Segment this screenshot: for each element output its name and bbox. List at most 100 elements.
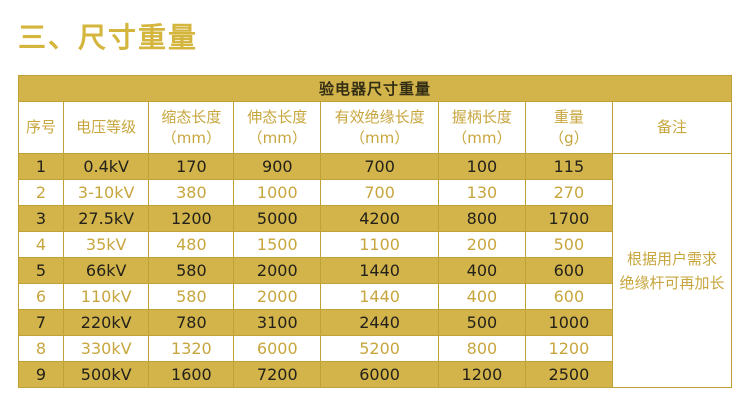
cell-weight: 600 [524,257,613,284]
cell-extended-length: 1500 [233,231,322,258]
cell-extended-length: 2000 [233,283,322,310]
cell-handle-length: 500 [437,309,526,336]
col-header-label: 握柄长度 [451,107,512,126]
cell-insulation-length: 2440 [320,309,439,336]
cell-seq: 4 [18,231,64,258]
cell-seq: 7 [18,309,64,336]
cell-insulation-length: 700 [320,153,439,180]
table-caption-row: 验电器尺寸重量 [18,75,732,102]
cell-weight: 500 [524,231,613,258]
cell-extended-length: 5000 [233,205,322,232]
table-row: 2 3-10kV 380 1000 700 130 270 [18,179,732,206]
cell-seq: 8 [18,335,64,362]
cell-weight: 1200 [524,335,613,362]
col-header-unit: （g） [549,128,589,147]
cell-weight: 1700 [524,205,613,232]
cell-extended-length: 900 [233,153,322,180]
table-row: 7 220kV 780 3100 2440 500 1000 [18,309,732,336]
col-header-insulation-length: 有效绝缘长度 （mm） [320,101,439,154]
cell-seq: 1 [18,153,64,180]
cell-seq: 3 [18,205,64,232]
cell-voltage: 110kV [62,283,150,310]
cell-insulation-length: 1440 [320,257,439,284]
cell-voltage: 3-10kV [62,179,150,206]
cell-extended-length: 6000 [233,335,322,362]
cell-voltage: 27.5kV [62,205,150,232]
cell-extended-length: 3100 [233,309,322,336]
cell-insulation-length: 1440 [320,283,439,310]
col-header-label: 伸态长度 [247,107,308,126]
col-header-seq: 序号 [18,101,64,154]
cell-voltage: 35kV [62,231,150,258]
cell-seq: 5 [18,257,64,284]
table-row: 3 27.5kV 1200 5000 4200 800 1700 [18,205,732,232]
cell-seq: 6 [18,283,64,310]
cell-voltage: 220kV [62,309,150,336]
table-header-row: 序号 电压等级 缩态长度 （mm） 伸态长度 （mm） 有效绝缘长度 （mm） 握柄长… [18,101,733,154]
table-row: 9 500kV 1600 7200 6000 1200 2500 [18,361,732,388]
page-title: 三、尺寸重量 [18,21,199,54]
cell-weight: 115 [524,153,613,180]
col-header-remark: 备注 [611,101,733,154]
col-header-label: 重量 [553,107,584,126]
cell-retracted-length: 580 [148,257,235,284]
cell-handle-length: 130 [437,179,526,206]
cell-insulation-length: 4200 [320,205,439,232]
col-header-label: 备注 [656,118,687,136]
cell-handle-length: 800 [437,335,526,362]
cell-retracted-length: 1320 [148,335,235,362]
cell-insulation-length: 700 [320,179,439,206]
cell-handle-length: 400 [437,283,526,310]
cell-insulation-length: 5200 [320,335,439,362]
cell-retracted-length: 480 [148,231,235,258]
col-header-label: 序号 [25,118,56,136]
cell-handle-length: 1200 [437,361,526,388]
cell-handle-length: 400 [437,257,526,284]
cell-insulation-length: 6000 [320,361,439,388]
cell-handle-length: 200 [437,231,526,258]
table-caption: 验电器尺寸重量 [18,75,732,102]
cell-retracted-length: 580 [148,283,235,310]
cell-voltage: 500kV [62,361,150,388]
cell-voltage: 66kV [62,257,150,284]
cell-voltage: 0.4kV [62,153,150,180]
cell-extended-length: 2000 [233,257,322,284]
col-header-retracted-length: 缩态长度 （mm） [148,101,235,154]
cell-extended-length: 7200 [233,361,322,388]
table-row: 4 35kV 480 1500 1100 200 500 [18,231,732,258]
cell-weight: 1000 [524,309,613,336]
remark-cell: 根据用户需求 绝缘杆可再加长 [611,153,733,388]
col-header-unit: （mm） [349,128,410,147]
cell-weight: 270 [524,179,613,206]
cell-retracted-length: 1200 [148,205,235,232]
col-header-unit: （mm） [452,128,512,147]
cell-retracted-length: 1600 [148,361,235,388]
col-header-handle-length: 握柄长度 （mm） [437,101,526,154]
col-header-extended-length: 伸态长度 （mm） [233,101,322,154]
cell-handle-length: 800 [437,205,526,232]
cell-seq: 2 [18,179,64,206]
spec-table: 验电器尺寸重量 序号 电压等级 缩态长度 （mm） 伸态长度 （mm） 有效绝缘长度… [18,75,733,388]
col-header-unit: （mm） [161,128,221,147]
cell-extended-length: 1000 [233,179,322,206]
cell-weight: 600 [524,283,613,310]
col-header-label: 电压等级 [76,118,137,136]
col-header-weight: 重量 （g） [524,101,613,154]
cell-retracted-length: 780 [148,309,235,336]
col-header-unit: （mm） [247,128,307,147]
col-header-voltage: 电压等级 [62,101,150,154]
cell-voltage: 330kV [62,335,150,362]
col-header-label: 有效绝缘长度 [334,107,425,126]
table-row: 5 66kV 580 2000 1440 400 600 [18,257,732,284]
table-row: 1 0.4kV 170 900 700 100 115 根据用户需求 绝缘杆可再… [18,153,733,388]
cell-handle-length: 100 [437,153,526,180]
cell-seq: 9 [18,361,64,388]
cell-retracted-length: 380 [148,179,235,206]
cell-weight: 2500 [524,361,613,388]
table-row: 8 330kV 1320 6000 5200 800 1200 [18,335,732,362]
col-header-label: 缩态长度 [161,107,222,126]
table-row: 6 110kV 580 2000 1440 400 600 [18,283,732,310]
cell-retracted-length: 170 [148,153,235,180]
cell-insulation-length: 1100 [320,231,439,258]
